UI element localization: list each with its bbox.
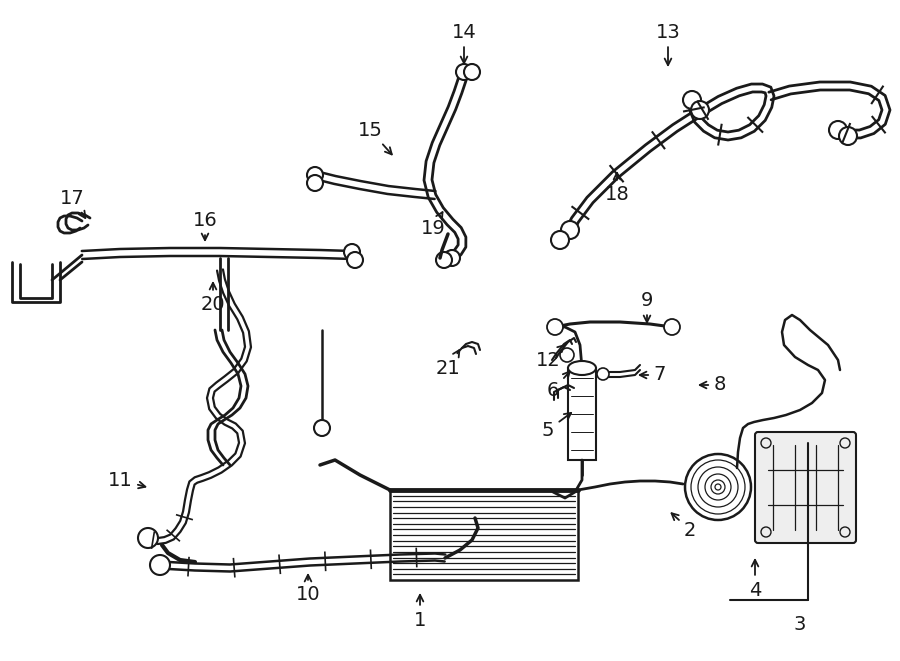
Circle shape: [664, 319, 680, 335]
Text: 14: 14: [452, 22, 476, 63]
Text: 10: 10: [296, 575, 320, 605]
Text: 12: 12: [536, 345, 564, 369]
Circle shape: [436, 252, 452, 268]
Text: 5: 5: [542, 413, 572, 440]
Text: 4: 4: [749, 560, 761, 600]
Bar: [390, 490, 578, 580]
Text: 7: 7: [640, 366, 666, 385]
Circle shape: [344, 244, 360, 260]
Text: 16: 16: [193, 210, 218, 240]
Circle shape: [597, 368, 609, 380]
Text: 2: 2: [671, 513, 697, 539]
Text: 9: 9: [641, 290, 653, 322]
Circle shape: [456, 64, 472, 80]
Circle shape: [829, 121, 847, 139]
Circle shape: [138, 528, 158, 548]
Circle shape: [761, 527, 771, 537]
Circle shape: [547, 319, 563, 335]
Text: 13: 13: [655, 22, 680, 65]
Text: 8: 8: [700, 375, 726, 395]
Text: 21: 21: [436, 350, 461, 377]
Text: 3: 3: [794, 615, 806, 635]
Ellipse shape: [568, 361, 596, 375]
Circle shape: [314, 420, 330, 436]
Circle shape: [761, 438, 771, 448]
Text: 18: 18: [605, 173, 629, 204]
Circle shape: [150, 555, 170, 575]
Circle shape: [307, 175, 323, 191]
Text: 19: 19: [420, 212, 446, 237]
Circle shape: [840, 438, 850, 448]
Circle shape: [444, 250, 460, 266]
Text: 1: 1: [414, 595, 427, 629]
Text: 20: 20: [201, 283, 225, 315]
Text: 17: 17: [59, 188, 86, 218]
Circle shape: [839, 127, 857, 145]
Text: 15: 15: [357, 120, 392, 155]
Circle shape: [561, 221, 579, 239]
Text: 11: 11: [108, 471, 146, 490]
Circle shape: [347, 252, 363, 268]
Circle shape: [307, 167, 323, 183]
Circle shape: [551, 231, 569, 249]
Circle shape: [683, 91, 701, 109]
Circle shape: [685, 454, 751, 520]
Circle shape: [840, 527, 850, 537]
Circle shape: [691, 101, 709, 119]
Circle shape: [560, 348, 574, 362]
Bar: [568, 368, 596, 460]
FancyBboxPatch shape: [755, 432, 856, 543]
Text: 6: 6: [547, 371, 570, 399]
Circle shape: [464, 64, 480, 80]
